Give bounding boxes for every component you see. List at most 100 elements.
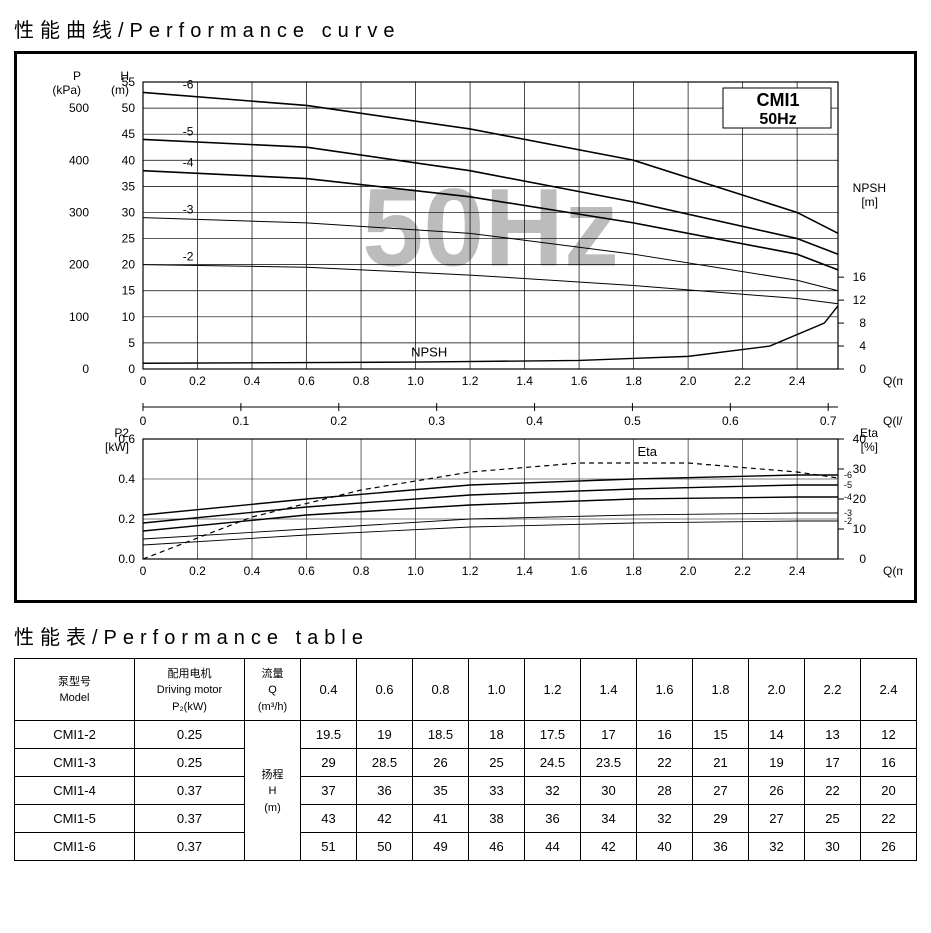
svg-text:0.4: 0.4 — [526, 414, 543, 428]
svg-text:-5: -5 — [183, 124, 194, 138]
cell-h: 19.5 — [301, 720, 357, 748]
svg-text:NPSH: NPSH — [853, 181, 886, 195]
q-val: 2.0 — [749, 659, 805, 721]
cell-h: 37 — [301, 776, 357, 804]
cell-model: CMI1-5 — [15, 804, 135, 832]
cell-h: 21 — [693, 748, 749, 776]
svg-text:0.0: 0.0 — [118, 552, 135, 566]
svg-text:Eta: Eta — [637, 444, 657, 459]
cell-h: 18.5 — [413, 720, 469, 748]
svg-text:0.8: 0.8 — [353, 564, 370, 578]
svg-text:-6: -6 — [844, 470, 852, 480]
cell-model: CMI1-4 — [15, 776, 135, 804]
svg-text:15: 15 — [122, 284, 136, 298]
svg-text:NPSH: NPSH — [411, 344, 447, 359]
svg-text:0: 0 — [140, 374, 147, 388]
svg-text:2.0: 2.0 — [680, 564, 697, 578]
cell-h: 51 — [301, 832, 357, 860]
performance-chart: 50Hz00.20.40.60.81.01.21.41.61.82.02.22.… — [23, 64, 903, 594]
svg-text:0.8: 0.8 — [353, 374, 370, 388]
q-val: 0.4 — [301, 659, 357, 721]
svg-text:0.3: 0.3 — [428, 414, 445, 428]
cell-h: 24.5 — [525, 748, 581, 776]
cell-h: 42 — [357, 804, 413, 832]
svg-text:0.5: 0.5 — [624, 414, 641, 428]
svg-text:500: 500 — [69, 101, 89, 115]
svg-text:1.2: 1.2 — [462, 564, 479, 578]
table-row: CMI1-50.374342413836343229272522 — [15, 804, 917, 832]
svg-text:400: 400 — [69, 153, 89, 167]
q-val: 1.2 — [525, 659, 581, 721]
q-val: 1.4 — [581, 659, 637, 721]
chart-frame: 50Hz00.20.40.60.81.01.21.41.61.82.02.22.… — [14, 51, 917, 603]
svg-text:0: 0 — [859, 362, 866, 376]
svg-text:P2: P2 — [114, 426, 129, 440]
cell-h: 36 — [693, 832, 749, 860]
svg-text:2.2: 2.2 — [734, 374, 751, 388]
svg-text:Eta: Eta — [860, 426, 878, 440]
svg-text:0.4: 0.4 — [244, 564, 261, 578]
svg-text:0.4: 0.4 — [244, 374, 261, 388]
svg-text:-6: -6 — [183, 77, 194, 91]
svg-text:0.2: 0.2 — [189, 564, 206, 578]
cell-h: 42 — [581, 832, 637, 860]
cell-h: 49 — [413, 832, 469, 860]
cell-h: 29 — [693, 804, 749, 832]
cell-h: 22 — [861, 804, 917, 832]
cell-h: 17.5 — [525, 720, 581, 748]
svg-text:2.0: 2.0 — [680, 374, 697, 388]
cell-h: 38 — [469, 804, 525, 832]
q-val: 1.8 — [693, 659, 749, 721]
cell-h: 35 — [413, 776, 469, 804]
cell-h: 41 — [413, 804, 469, 832]
svg-text:-3: -3 — [844, 508, 852, 518]
curve-section-title: 性能曲线/Performance curve — [14, 14, 917, 43]
col-q: 流量Q(m³/h) — [245, 659, 301, 721]
cell-h: 26 — [749, 776, 805, 804]
svg-text:0: 0 — [140, 564, 147, 578]
cell-h: 32 — [749, 832, 805, 860]
cell-h: 29 — [301, 748, 357, 776]
svg-text:2.2: 2.2 — [734, 564, 751, 578]
svg-text:8: 8 — [859, 316, 866, 330]
svg-text:[%]: [%] — [861, 440, 878, 454]
svg-text:35: 35 — [122, 179, 136, 193]
svg-text:1.2: 1.2 — [462, 374, 479, 388]
svg-text:40: 40 — [122, 153, 136, 167]
svg-text:CMI1: CMI1 — [756, 90, 799, 110]
cell-h: 25 — [805, 804, 861, 832]
cell-h: 33 — [469, 776, 525, 804]
cell-motor: 0.37 — [135, 776, 245, 804]
svg-text:0.4: 0.4 — [118, 472, 135, 486]
cell-motor: 0.25 — [135, 720, 245, 748]
svg-text:20: 20 — [122, 258, 136, 272]
cell-h: 30 — [805, 832, 861, 860]
svg-text:0.2: 0.2 — [118, 512, 135, 526]
svg-text:0.7: 0.7 — [820, 414, 837, 428]
cell-motor: 0.37 — [135, 804, 245, 832]
cell-motor: 0.25 — [135, 748, 245, 776]
svg-text:20: 20 — [853, 492, 867, 506]
cell-h: 16 — [861, 748, 917, 776]
cell-h: 27 — [693, 776, 749, 804]
table-row: CMI1-30.252928.5262524.523.52221191716 — [15, 748, 917, 776]
cell-model: CMI1-6 — [15, 832, 135, 860]
cell-h: 20 — [861, 776, 917, 804]
cell-h: 19 — [357, 720, 413, 748]
svg-text:-2: -2 — [183, 250, 194, 264]
cell-h: 50 — [357, 832, 413, 860]
table-header-row: 泵型号Model 配用电机Driving motorP₂(kW) 流量Q(m³/… — [15, 659, 917, 721]
col-h: 扬程H(m) — [245, 720, 301, 860]
cell-h: 19 — [749, 748, 805, 776]
col-motor: 配用电机Driving motorP₂(kW) — [135, 659, 245, 721]
cell-h: 44 — [525, 832, 581, 860]
cell-h: 26 — [413, 748, 469, 776]
svg-text:200: 200 — [69, 258, 89, 272]
cell-h: 25 — [469, 748, 525, 776]
q-val: 2.2 — [805, 659, 861, 721]
svg-text:Q(m³/h): Q(m³/h) — [883, 374, 903, 388]
col-model: 泵型号Model — [15, 659, 135, 721]
cell-h: 14 — [749, 720, 805, 748]
svg-text:30: 30 — [122, 205, 136, 219]
svg-text:0.1: 0.1 — [233, 414, 250, 428]
